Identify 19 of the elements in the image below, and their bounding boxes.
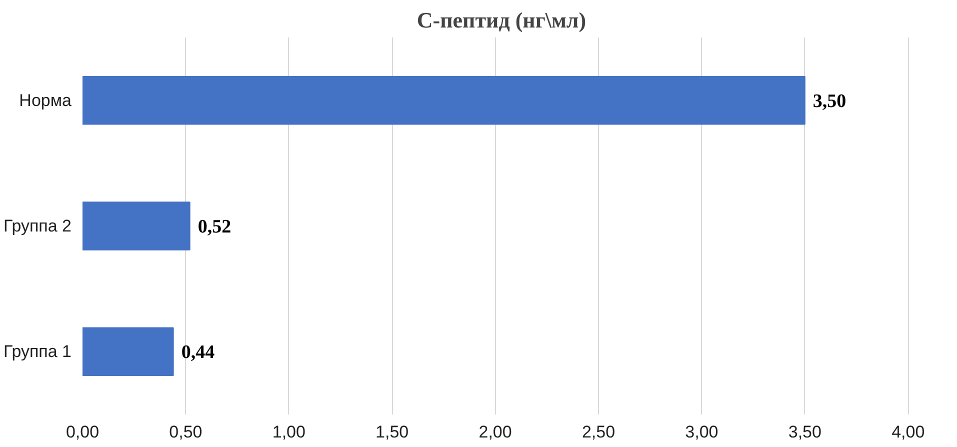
x-tick-label: 3,00 <box>685 422 718 442</box>
x-tick-label: 2,50 <box>582 422 616 442</box>
y-tick-label: Группа 1 <box>3 342 72 362</box>
bar <box>82 76 806 125</box>
x-tick-label: 3,50 <box>788 422 822 442</box>
y-tick-label: Группа 2 <box>3 216 72 236</box>
data-label: 0,52 <box>198 216 232 238</box>
x-tick-label: 2,00 <box>478 422 512 442</box>
x-tick-label: 1,50 <box>376 422 409 442</box>
chart-title: С-пептид (нг\мл) <box>416 8 586 32</box>
bar <box>82 202 190 250</box>
x-tick-label: 0,50 <box>169 422 202 442</box>
x-tick-label: 1,00 <box>272 422 306 442</box>
x-tick-label: 4,00 <box>892 422 925 442</box>
x-tick-label: 0,00 <box>66 422 100 442</box>
data-label: 3,50 <box>812 90 846 112</box>
data-label: 0,44 <box>181 342 216 364</box>
y-tick-label: Норма <box>19 90 72 110</box>
bar <box>82 327 174 376</box>
